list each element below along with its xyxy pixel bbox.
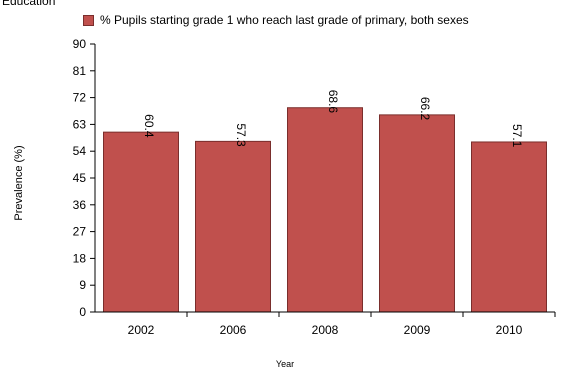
bar	[287, 107, 363, 313]
value-label: 68.6	[326, 90, 340, 114]
y-tick-label: 9	[79, 278, 86, 292]
x-tick-label: 2010	[496, 323, 523, 337]
legend: % Pupils starting grade 1 who reach last…	[83, 13, 469, 27]
y-tick-label: 90	[73, 37, 87, 51]
x-tick-label: 2009	[404, 323, 431, 337]
legend-label: % Pupils starting grade 1 who reach last…	[100, 13, 469, 27]
page-title: Education	[2, 0, 56, 8]
y-tick-label: 54	[73, 144, 87, 158]
y-tick-label: 0	[79, 305, 86, 319]
value-label: 60.4	[142, 114, 156, 138]
bars	[103, 107, 547, 313]
bar	[471, 141, 547, 313]
bar	[379, 114, 455, 313]
x-axis-ticks: 2002 2006 2008 2009 2010	[128, 312, 556, 337]
value-label: 66.2	[418, 97, 432, 121]
value-label: 57.3	[234, 123, 248, 147]
y-tick-label: 36	[73, 198, 87, 212]
y-tick-label: 18	[73, 251, 87, 265]
value-labels: 60.4 57.3 68.6 66.2 57.1	[142, 90, 524, 148]
y-axis-title: Prevalence (%)	[13, 145, 25, 220]
x-tick-label: 2006	[220, 323, 247, 337]
x-tick-label: 2002	[128, 323, 155, 337]
x-axis-title: Year	[276, 359, 294, 369]
bar	[103, 131, 179, 313]
y-axis-ticks: 0 9 18 27 36 45 54 63 72 81 90	[73, 37, 95, 319]
x-tick-label: 2008	[312, 323, 339, 337]
y-tick-label: 72	[73, 91, 87, 105]
bar	[195, 140, 271, 313]
legend-swatch	[83, 14, 94, 26]
y-tick-label: 63	[73, 117, 87, 131]
y-tick-label: 81	[73, 64, 87, 78]
y-tick-label: 45	[73, 171, 87, 185]
value-label: 57.1	[510, 124, 524, 148]
y-tick-label: 27	[73, 225, 87, 239]
